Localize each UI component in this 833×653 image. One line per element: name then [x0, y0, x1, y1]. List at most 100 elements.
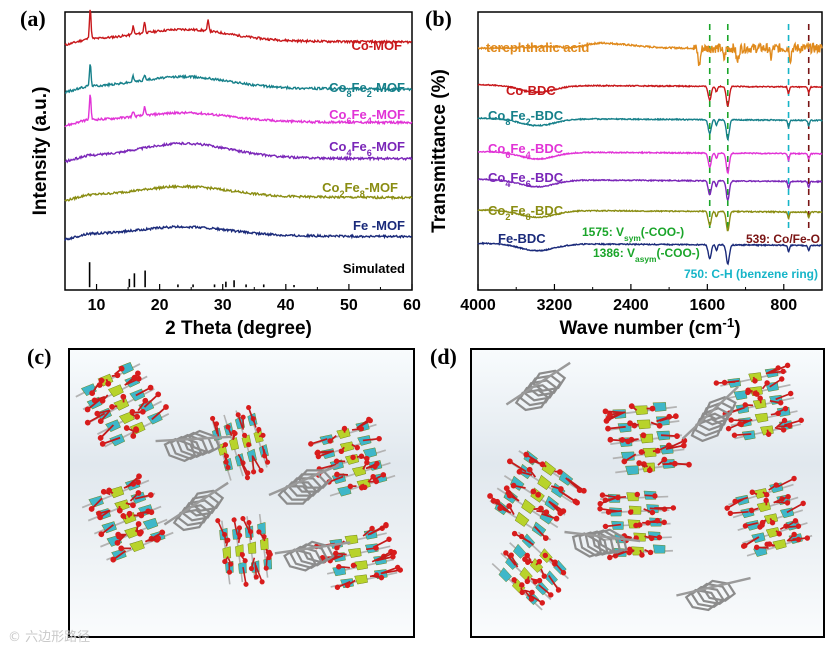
xrd-series-co2fe8-mof: Co2Fe8-MOF: [64, 180, 413, 202]
oxygen-atom: [366, 416, 372, 423]
ring: [189, 489, 225, 512]
oxygen-atom: [350, 454, 356, 461]
coordination-polyhedron: [247, 541, 257, 554]
oxygen-atom: [731, 432, 738, 438]
ftir-series-label: Co-BDC: [506, 83, 556, 98]
metal-oxo-cluster: [487, 450, 587, 541]
oxygen-atom: [557, 510, 564, 517]
ftir-series-label: Co2Fe8-BDC: [488, 203, 564, 222]
oxygen-atom: [557, 486, 564, 492]
oxygen-atom: [134, 413, 141, 420]
oxygen-atom: [553, 515, 560, 522]
oxygen-atom: [155, 391, 162, 398]
metal-oxo-cluster: [713, 362, 804, 441]
oxygen-atom: [781, 417, 788, 424]
ftir-plot-frame: [477, 11, 823, 291]
oxygen-atom: [784, 500, 791, 506]
coordination-polyhedron: [531, 521, 547, 537]
oxygen-atom: [136, 473, 142, 480]
oxygen-atom: [99, 441, 106, 447]
metal-oxo-cluster: [724, 475, 813, 557]
oxygen-atom: [580, 487, 587, 494]
coordination-polyhedron: [625, 465, 639, 476]
oxygen-atom: [136, 530, 143, 537]
oxygen-atom: [98, 377, 105, 384]
coordination-polyhedron: [354, 560, 368, 571]
oxygen-atom: [222, 558, 228, 565]
oxygen-atom: [792, 518, 799, 524]
oxygen-atom: [315, 453, 322, 460]
oxygen-atom: [661, 456, 668, 463]
coordination-polyhedron: [354, 574, 368, 585]
oxygen-atom: [637, 522, 643, 528]
oxygen-atom: [732, 498, 738, 505]
oxygen-atom: [748, 507, 755, 514]
oxygen-atom: [155, 535, 162, 542]
xrd-series-label: Co-MOF: [351, 38, 402, 53]
metal-oxo-cluster: [491, 530, 569, 611]
oxygen-atom: [763, 497, 769, 504]
bond: [731, 419, 749, 422]
oxygen-atom: [138, 512, 145, 519]
oxygen-atom: [246, 442, 252, 448]
oxygen-atom: [135, 490, 142, 496]
benzene-ring-stack: [564, 528, 641, 558]
oxygen-atom: [638, 449, 645, 455]
oxygen-atom: [256, 426, 262, 433]
oxygen-atom: [109, 403, 115, 410]
bond: [666, 439, 685, 450]
oxygen-atom: [602, 408, 609, 415]
oxygen-atom: [560, 569, 567, 576]
oxygen-atom: [223, 459, 229, 465]
oxygen-atom: [116, 507, 123, 514]
bond: [599, 496, 618, 505]
bond: [380, 566, 398, 575]
bond: [155, 435, 232, 443]
xrd-series-co6fe4-mof: Co6Fe4-MOF: [64, 94, 413, 128]
bond: [251, 455, 262, 471]
ftir-curve: [477, 178, 823, 201]
oxygen-atom: [94, 410, 101, 417]
bond: [163, 481, 229, 526]
coordination-polyhedron: [337, 485, 352, 497]
bond: [143, 393, 159, 408]
ring: [703, 396, 737, 421]
oxygen-atom: [766, 541, 773, 547]
oxygen-atom: [123, 425, 130, 431]
oxygen-atom: [370, 473, 376, 480]
oxygen-atom: [231, 517, 237, 523]
oxygen-atom: [605, 425, 611, 432]
bond: [654, 507, 674, 509]
oxygen-atom: [374, 460, 380, 467]
ftir-x-tick-label: 2400: [613, 297, 649, 314]
ftir-series-co2fe8-bdc: Co2Fe8-BDC: [477, 203, 823, 232]
oxygen-atom: [236, 525, 243, 531]
oxygen-atom: [539, 600, 546, 606]
oxygen-atom: [752, 378, 758, 384]
oxygen-atom: [376, 435, 382, 442]
oxygen-atom: [163, 404, 169, 410]
oxygen-atom: [129, 409, 136, 415]
oxygen-atom: [336, 564, 342, 570]
ring: [518, 384, 554, 407]
structure-image-d: [470, 348, 825, 638]
metal-oxo-cluster: [210, 405, 271, 481]
ftir-curve: [477, 83, 823, 108]
coordination-polyhedron: [733, 390, 748, 401]
oxygen-atom: [749, 489, 756, 495]
coordination-polyhedron: [537, 474, 552, 490]
ftir-curve: [477, 150, 823, 175]
oxygen-atom: [386, 536, 392, 543]
coordination-polyhedron: [362, 447, 378, 459]
oxygen-atom: [334, 584, 341, 591]
xrd-curve: [64, 141, 413, 164]
ftir-series-terephthalic-acid: terephthalic acid: [477, 40, 823, 67]
oxygen-atom: [333, 550, 339, 557]
oxygen-atom: [773, 482, 779, 488]
xrd-x-axis-label: 2 Theta (degree): [165, 318, 312, 339]
ftir-chart: 4000 3200 2400 1600 800 Wave number (cm-1) Tra…: [429, 11, 823, 339]
oxygen-atom: [391, 549, 397, 556]
coordination-polyhedron: [108, 486, 125, 499]
ring: [288, 545, 323, 570]
bond: [734, 433, 752, 437]
